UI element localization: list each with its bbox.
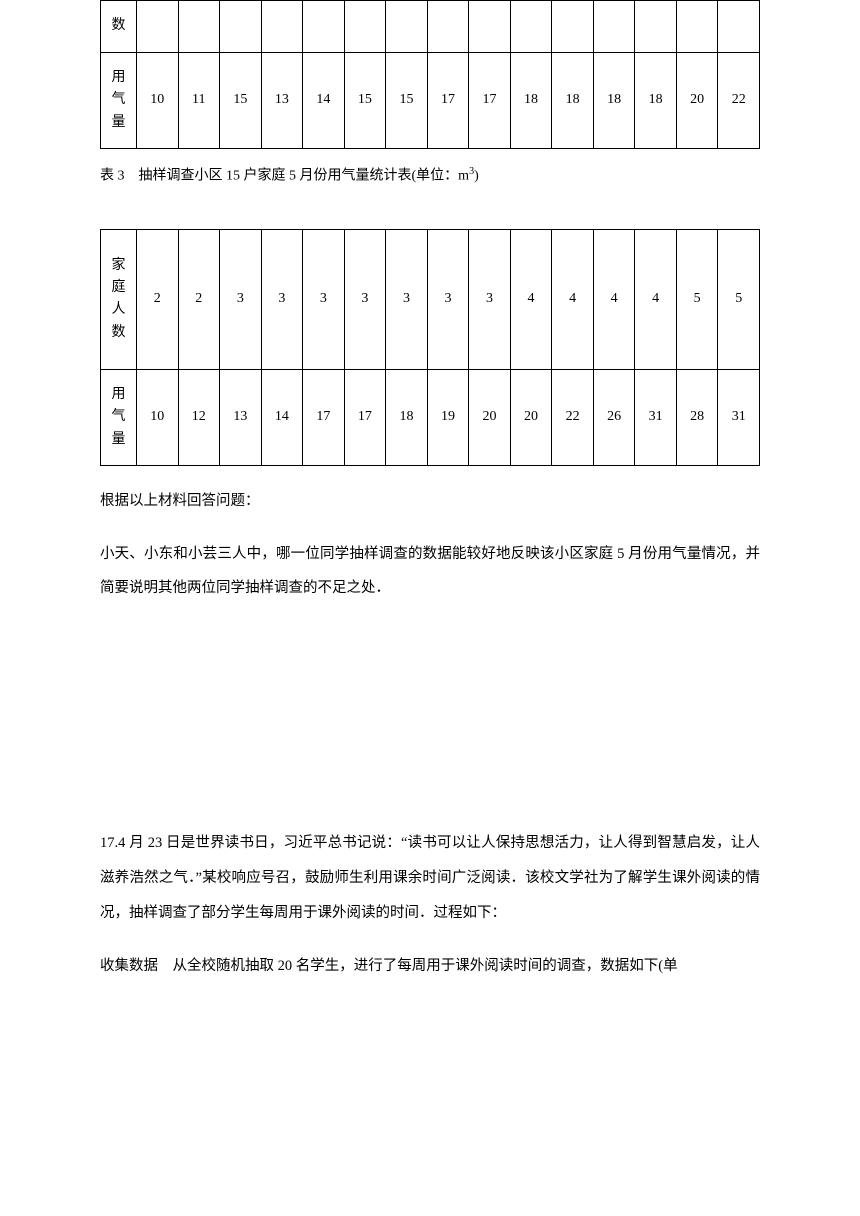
paragraph-q17-sub: 收集数据 从全校随机抽取 20 名学生，进行了每周用于课外阅读时间的调查，数据如…: [100, 949, 760, 984]
table-cell: 3: [427, 229, 469, 369]
table-cell: 20: [676, 53, 718, 149]
row-label-cell: 用 气 量: [101, 369, 137, 465]
table-cell: [676, 1, 718, 53]
table-cell: 11: [178, 53, 220, 149]
table-cell: [469, 1, 511, 53]
table-cell: 5: [718, 229, 760, 369]
table-cell: [593, 1, 635, 53]
table-cell: 4: [635, 229, 677, 369]
table-cell: [427, 1, 469, 53]
paragraph-intro: 根据以上材料回答问题：: [100, 484, 760, 519]
table-cell: [178, 1, 220, 53]
table-row: 家 庭 人 数 2 2 3 3 3 3 3 3 3 4 4 4 4 5 5: [101, 229, 760, 369]
table-cell: 17: [344, 369, 386, 465]
table-cell: 3: [261, 229, 303, 369]
table-cell: [635, 1, 677, 53]
table-cell: 31: [635, 369, 677, 465]
label-char: 人: [101, 299, 136, 321]
table-cell: 4: [593, 229, 635, 369]
table-cell: 26: [593, 369, 635, 465]
caption-text: ): [474, 169, 479, 184]
table-cell: [261, 1, 303, 53]
table-row: 数: [101, 1, 760, 53]
table-cell: 22: [552, 369, 594, 465]
table-cell: 17: [469, 53, 511, 149]
table-cell: [220, 1, 262, 53]
table-cell: 28: [676, 369, 718, 465]
table-cell: 17: [427, 53, 469, 149]
table-cell: 20: [469, 369, 511, 465]
table-cell: 5: [676, 229, 718, 369]
table-cell: 14: [261, 369, 303, 465]
table-cell: 4: [552, 229, 594, 369]
table-cell: 12: [178, 369, 220, 465]
table-gas-usage-2: 家 庭 人 数 2 2 3 3 3 3 3 3 3 4 4 4 4 5 5 用 …: [100, 229, 760, 466]
label-char: 用: [101, 67, 136, 89]
paragraph-question: 小天、小东和小芸三人中，哪一位同学抽样调查的数据能较好地反映该小区家庭 5 月份…: [100, 537, 760, 607]
label-char: 用: [101, 384, 136, 406]
label-char: 庭: [101, 277, 136, 299]
table-cell: 18: [510, 53, 552, 149]
table-cell: 13: [261, 53, 303, 149]
table-cell: 18: [386, 369, 428, 465]
label-char: 数: [101, 322, 136, 344]
table-caption: 表 3 抽样调查小区 15 户家庭 5 月份用气量统计表(单位：m3): [100, 163, 760, 189]
table-cell: [552, 1, 594, 53]
label-char: 数: [101, 15, 136, 37]
table-cell: 19: [427, 369, 469, 465]
table-cell: 14: [303, 53, 345, 149]
table-cell: 10: [137, 53, 179, 149]
table-row: 用 气 量 10 11 15 13 14 15 15 17 17 18 18 1…: [101, 53, 760, 149]
table-cell: 15: [386, 53, 428, 149]
table-cell: 31: [718, 369, 760, 465]
table-cell: 3: [386, 229, 428, 369]
paragraph-q17: 17.4 月 23 日是世界读书日，习近平总书记说：“读书可以让人保持思想活力，…: [100, 826, 760, 930]
table-cell: 3: [344, 229, 386, 369]
table-cell: 3: [469, 229, 511, 369]
table-cell: [718, 1, 760, 53]
question-body: 4 月 23 日是世界读书日，习近平总书记说：“读书可以让人保持思想活力，让人得…: [100, 835, 760, 921]
table-cell: 20: [510, 369, 552, 465]
table-cell: 13: [220, 369, 262, 465]
caption-text: 表 3 抽样调查小区 15 户家庭 5 月份用气量统计表(单位：m: [100, 169, 469, 184]
table-cell: 17: [303, 369, 345, 465]
table-cell: 3: [220, 229, 262, 369]
question-number: 17.: [100, 835, 118, 851]
table-cell: 18: [635, 53, 677, 149]
row-label-cell: 数: [101, 1, 137, 53]
table-row: 用 气 量 10 12 13 14 17 17 18 19 20 20 22 2…: [101, 369, 760, 465]
table-cell: 2: [137, 229, 179, 369]
label-char: 量: [101, 429, 136, 451]
label-char: 量: [101, 112, 136, 134]
table-cell: [386, 1, 428, 53]
table-cell: [137, 1, 179, 53]
table-cell: 15: [344, 53, 386, 149]
table-cell: 10: [137, 369, 179, 465]
row-label-cell: 用 气 量: [101, 53, 137, 149]
table-cell: [344, 1, 386, 53]
table-cell: 18: [552, 53, 594, 149]
table-cell: 2: [178, 229, 220, 369]
label-char: 气: [101, 406, 136, 428]
table-cell: 4: [510, 229, 552, 369]
table-cell: 22: [718, 53, 760, 149]
table-cell: [303, 1, 345, 53]
table-cell: 18: [593, 53, 635, 149]
label-char: 气: [101, 89, 136, 111]
table-gas-usage-1: 数 用 气 量 10 11 15 13 14 15 15 17 17 18 18: [100, 0, 760, 149]
table-cell: 3: [303, 229, 345, 369]
table-cell: 15: [220, 53, 262, 149]
row-label-cell: 家 庭 人 数: [101, 229, 137, 369]
label-char: 家: [101, 255, 136, 277]
table-cell: [510, 1, 552, 53]
